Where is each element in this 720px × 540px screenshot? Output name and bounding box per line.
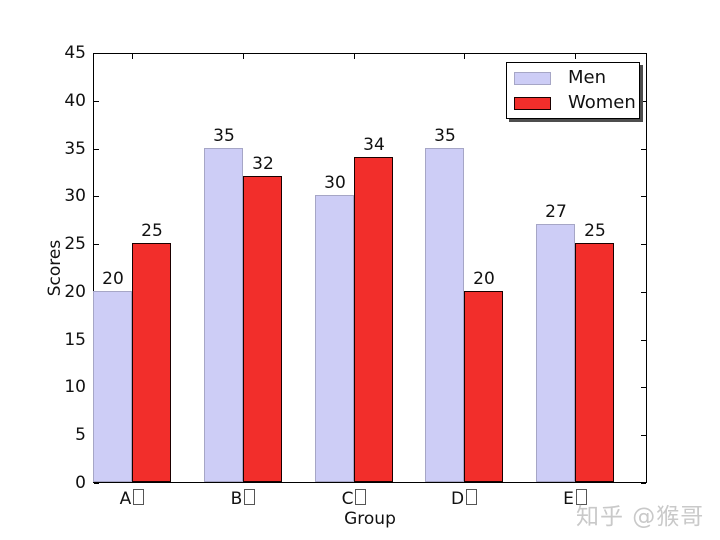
missing-glyph-box [466, 489, 478, 505]
bar-value-label: 25 [584, 221, 606, 241]
legend-label-men: Men [568, 67, 607, 88]
bar-value-label: 34 [363, 135, 385, 155]
y-tick-label: 10 [64, 377, 86, 397]
y-tick-label: 0 [75, 473, 86, 493]
y-tick-label: 5 [75, 425, 86, 445]
bar-value-label: 20 [102, 269, 124, 289]
y-axis-title: Scores [45, 239, 65, 297]
missing-glyph-box [133, 489, 145, 505]
y-tick [641, 149, 646, 150]
x-tick [132, 54, 133, 59]
legend-entry-women: Women [507, 91, 639, 116]
y-tick-label: 15 [64, 330, 86, 350]
bar-men-3 [425, 148, 464, 482]
y-tick-label: 40 [64, 91, 86, 111]
y-tick [641, 292, 646, 293]
y-tick [94, 149, 99, 150]
y-tick [94, 196, 99, 197]
y-tick [641, 53, 646, 54]
legend-label-women: Women [568, 92, 636, 113]
y-tick-label: 20 [64, 282, 86, 302]
x-tick-label: B [208, 488, 278, 510]
x-tick [575, 54, 576, 59]
bar-women-2 [354, 157, 393, 482]
x-tick [464, 54, 465, 59]
y-tick [641, 244, 646, 245]
x-tick-label: D [429, 488, 499, 510]
bar-men-0 [93, 291, 132, 482]
bar-men-4 [536, 224, 575, 482]
y-tick [641, 435, 646, 436]
bar-value-label: 30 [324, 173, 346, 193]
bar-value-label: 25 [141, 221, 163, 241]
bar-men-1 [204, 148, 243, 482]
legend-entry-men: Men [507, 66, 639, 91]
x-axis-title: Group [344, 509, 396, 529]
y-tick [94, 53, 99, 54]
x-tick [243, 54, 244, 59]
missing-glyph-box [575, 489, 587, 505]
bar-women-3 [464, 291, 503, 482]
y-tick [641, 340, 646, 341]
y-tick [641, 483, 646, 484]
watermark: 知乎 @猴哥 [576, 504, 705, 530]
bar-value-label: 27 [545, 202, 567, 222]
y-tick-label: 25 [64, 234, 86, 254]
bar-men-2 [315, 195, 354, 482]
y-tick [94, 101, 99, 102]
y-tick-label: 45 [64, 43, 86, 63]
y-tick [94, 483, 99, 484]
y-tick-label: 30 [64, 186, 86, 206]
x-tick-label: A [97, 488, 167, 510]
bar-women-1 [243, 176, 282, 482]
bar-women-4 [575, 243, 614, 482]
x-tick [354, 54, 355, 59]
y-tick-label: 35 [64, 139, 86, 159]
missing-glyph-box [244, 489, 256, 505]
bar-value-label: 35 [434, 126, 456, 146]
x-tick-label: E [540, 488, 610, 510]
y-tick [641, 387, 646, 388]
men-legend-swatch [514, 71, 551, 85]
x-tick-label: C [319, 488, 389, 510]
missing-glyph-box [355, 489, 367, 505]
y-tick [94, 244, 99, 245]
bar-value-label: 35 [213, 126, 235, 146]
bar-value-label: 32 [252, 154, 274, 174]
y-tick [641, 101, 646, 102]
bar-value-label: 20 [473, 269, 495, 289]
women-legend-swatch [514, 96, 551, 110]
bar-women-0 [132, 243, 171, 482]
legend: Men Women [506, 62, 640, 119]
y-tick [641, 196, 646, 197]
